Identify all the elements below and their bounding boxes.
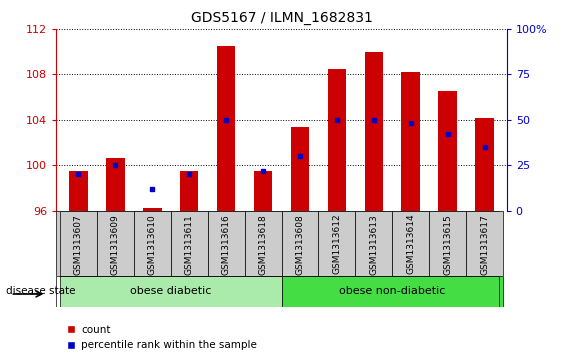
Text: GSM1313608: GSM1313608	[296, 214, 305, 274]
Text: GSM1313609: GSM1313609	[111, 214, 120, 274]
Bar	[244, 211, 282, 276]
Bar	[180, 171, 198, 211]
Text: GSM1313616: GSM1313616	[222, 214, 231, 274]
Bar	[439, 91, 457, 211]
Bar	[365, 52, 383, 211]
Text: GSM1313613: GSM1313613	[369, 214, 378, 274]
Text: disease state: disease state	[6, 286, 75, 297]
Bar	[328, 69, 346, 211]
Bar	[134, 211, 171, 276]
Text: GSM1313614: GSM1313614	[406, 214, 415, 274]
Bar	[143, 208, 162, 211]
Bar	[319, 211, 355, 276]
Text: GSM1313607: GSM1313607	[74, 214, 83, 274]
Bar	[282, 276, 503, 307]
Bar	[429, 211, 466, 276]
Text: GSM1313615: GSM1313615	[443, 214, 452, 274]
Bar	[60, 276, 282, 307]
Text: GSM1313618: GSM1313618	[258, 214, 267, 274]
Bar	[475, 118, 494, 211]
Text: GSM1313611: GSM1313611	[185, 214, 194, 274]
Bar	[97, 211, 134, 276]
Bar	[208, 211, 244, 276]
Title: GDS5167 / ILMN_1682831: GDS5167 / ILMN_1682831	[190, 11, 373, 25]
Bar	[282, 211, 319, 276]
Text: GSM1313612: GSM1313612	[332, 214, 341, 274]
Bar	[401, 72, 420, 211]
Text: obese non-diabetic: obese non-diabetic	[339, 286, 445, 296]
Bar	[217, 46, 235, 211]
Bar	[254, 171, 272, 211]
Bar	[106, 158, 124, 211]
Bar	[291, 127, 309, 211]
Text: GSM1313610: GSM1313610	[148, 214, 157, 274]
Text: obese diabetic: obese diabetic	[130, 286, 212, 296]
Bar	[392, 211, 429, 276]
Bar	[355, 211, 392, 276]
Bar	[69, 171, 88, 211]
Bar	[466, 211, 503, 276]
Bar	[171, 211, 208, 276]
Text: GSM1313617: GSM1313617	[480, 214, 489, 274]
Bar	[60, 211, 97, 276]
Legend: count, percentile rank within the sample: count, percentile rank within the sample	[61, 321, 261, 354]
